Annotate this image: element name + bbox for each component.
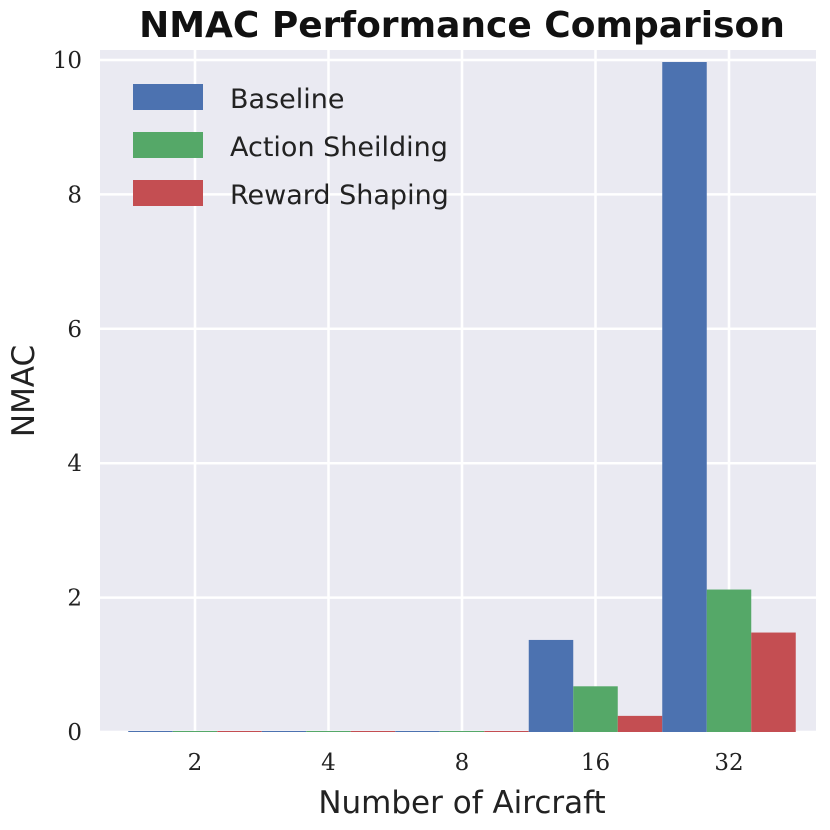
- bar-baseline-16: [528, 639, 574, 732]
- legend-swatch: [133, 180, 203, 206]
- bar-reward-shaping-8: [484, 731, 529, 732]
- x-tick-label: 16: [581, 750, 610, 776]
- bar-baseline-2: [128, 731, 173, 732]
- bars-group: [128, 62, 796, 733]
- y-tick-labels: 0 2 4 6 8 10: [53, 48, 82, 746]
- bar-baseline-8: [395, 731, 440, 732]
- legend-label: Reward Shaping: [230, 180, 449, 211]
- bar-baseline-4: [261, 731, 307, 732]
- bar-reward-shaping-32: [751, 632, 796, 732]
- x-axis-label: Number of Aircraft: [318, 785, 605, 821]
- x-tick-label: 32: [714, 750, 743, 776]
- y-tick-label: 0: [67, 720, 82, 746]
- y-tick-label: 4: [67, 451, 82, 477]
- bar-reward-shaping-2: [217, 731, 262, 732]
- y-tick-label: 2: [67, 586, 82, 612]
- legend-swatch: [133, 84, 203, 110]
- y-tick-label: 10: [53, 48, 82, 74]
- bar-reward-shaping-16: [617, 715, 663, 732]
- legend: Baseline Action Sheilding Reward Shaping: [133, 84, 449, 211]
- bar-action-sheilding-32: [706, 589, 752, 732]
- y-tick-label: 6: [67, 317, 82, 343]
- y-tick-label: 8: [67, 182, 82, 208]
- x-tick-labels: 2 4 8 16 32: [188, 750, 744, 776]
- legend-swatch: [133, 132, 203, 158]
- bar-baseline-32: [662, 62, 707, 733]
- bar-reward-shaping-4: [350, 731, 396, 732]
- x-tick-label: 2: [188, 750, 203, 776]
- chart-title: NMAC Performance Comparison: [139, 5, 785, 46]
- bar-action-sheilding-8: [439, 731, 485, 732]
- legend-label: Action Sheilding: [230, 132, 448, 163]
- x-tick-label: 8: [455, 750, 470, 776]
- bar-action-sheilding-16: [573, 686, 618, 732]
- x-tick-label: 4: [321, 750, 336, 776]
- bar-action-sheilding-4: [306, 731, 351, 732]
- y-axis-label: NMAC: [6, 345, 42, 437]
- legend-label: Baseline: [230, 84, 344, 115]
- bar-action-sheilding-2: [172, 731, 218, 732]
